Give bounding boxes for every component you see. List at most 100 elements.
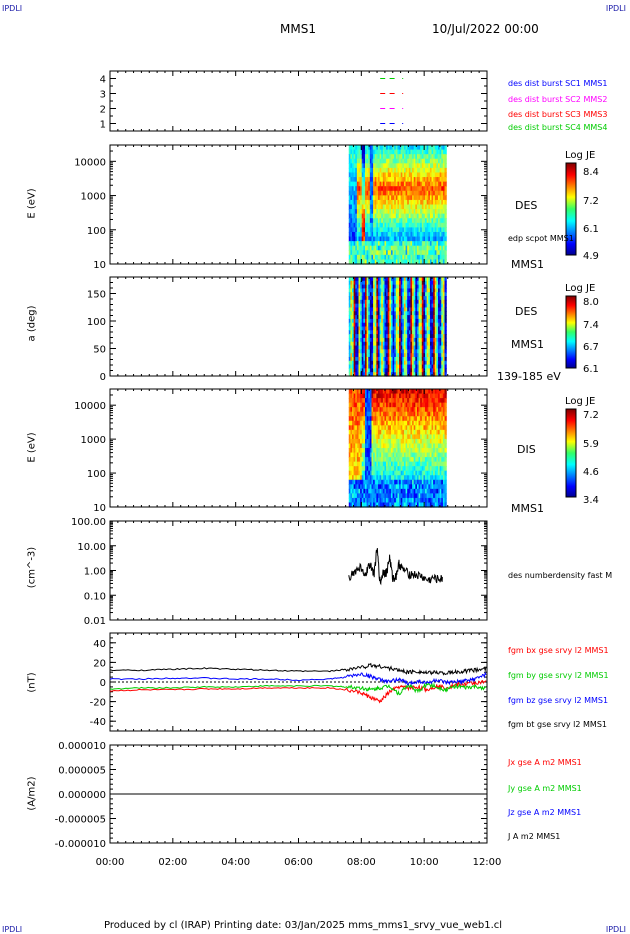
spectrogram-cell xyxy=(421,457,425,463)
spectrogram-cell xyxy=(353,299,356,305)
spectrogram-cell xyxy=(377,470,381,476)
spectrogram-cell xyxy=(400,231,403,238)
spectrogram-cell xyxy=(423,457,426,463)
spectrogram-cell xyxy=(407,318,410,324)
spectrogram-cell xyxy=(360,349,363,354)
spectrogram-cell xyxy=(348,398,351,404)
spectrogram-cell xyxy=(442,334,446,339)
spectrogram-cell xyxy=(356,398,360,404)
spectrogram-cell xyxy=(429,475,433,481)
spectrogram-cell xyxy=(439,227,442,233)
spectrogram-cell xyxy=(350,438,353,445)
spectrogram-cell xyxy=(373,307,376,312)
spectrogram-cell xyxy=(407,315,410,320)
spectrogram-cell xyxy=(360,209,363,215)
spectrogram-cell xyxy=(387,163,390,169)
spectrogram-cell xyxy=(389,420,392,426)
spectrogram-cell xyxy=(399,204,402,210)
spectrogram-cell xyxy=(352,145,355,151)
spectrogram-cell xyxy=(381,497,384,504)
spectrogram-cell xyxy=(368,209,371,215)
spectrogram-cell xyxy=(415,292,418,297)
spectrogram-cell xyxy=(413,311,416,316)
spectrogram-cell xyxy=(377,277,381,282)
spectrogram-cell xyxy=(397,488,400,494)
spectrogram-cell xyxy=(444,250,447,256)
spectrogram-cell xyxy=(389,452,392,458)
spectrogram-cell xyxy=(397,479,400,485)
spectrogram-cell xyxy=(439,364,442,369)
spectrogram-cell xyxy=(381,389,384,395)
spectrogram-cell xyxy=(434,334,438,339)
spectrogram-cell xyxy=(373,311,376,316)
spectrogram-cell xyxy=(387,452,390,458)
spectrogram-cell xyxy=(355,190,358,196)
spectrogram-cell xyxy=(381,334,384,339)
spectrogram-cell xyxy=(379,190,382,196)
spectrogram-cell xyxy=(438,227,441,233)
spectrogram-cell xyxy=(428,227,431,233)
spectrogram-cell xyxy=(366,368,369,373)
spectrogram-cell xyxy=(403,303,407,309)
spectrogram-cell xyxy=(389,288,392,293)
spectrogram-cell xyxy=(408,360,412,366)
spectrogram-cell xyxy=(438,326,441,331)
spectrogram-cell xyxy=(408,218,412,224)
spectrogram-cell xyxy=(397,296,400,301)
spectrogram-cell xyxy=(405,241,408,247)
spectrogram-cell xyxy=(402,356,405,362)
spectrogram-cell xyxy=(364,475,368,481)
spectrogram-cell xyxy=(363,493,366,499)
spectrogram-cell xyxy=(356,158,360,164)
spectrogram-cell xyxy=(420,353,423,358)
spectrogram-cell xyxy=(403,318,407,324)
spectrogram-cell xyxy=(425,280,428,286)
spectrogram-cell xyxy=(368,389,371,395)
spectrogram-cell xyxy=(428,213,431,219)
spectrogram-cell xyxy=(379,292,382,297)
spectrogram-cell xyxy=(392,322,395,328)
spectrogram-cell xyxy=(384,372,387,377)
spectrogram-cell xyxy=(387,254,390,261)
spectrogram-cell xyxy=(361,484,364,490)
spectrogram-cell xyxy=(389,484,392,490)
spectrogram-cell xyxy=(441,322,444,328)
spectrogram-cell xyxy=(441,167,444,174)
spectrogram-cell xyxy=(371,284,374,290)
spectrogram-cell xyxy=(421,360,425,366)
spectrogram-cell xyxy=(410,145,413,151)
spectrogram-cell xyxy=(439,341,442,347)
spectrogram-cell xyxy=(381,372,384,377)
spectrogram-cell xyxy=(415,457,418,463)
spectrogram-cell xyxy=(374,186,377,192)
spectrogram-cell xyxy=(350,280,353,286)
spectrogram-cell xyxy=(420,288,423,293)
spectrogram-cell xyxy=(421,241,425,247)
spectrogram-cell xyxy=(376,296,379,301)
spectrogram-cell xyxy=(418,190,421,196)
spectrogram-cell xyxy=(421,299,425,305)
spectrogram-cell xyxy=(421,368,425,373)
spectrogram-cell xyxy=(421,402,425,408)
spectrogram-cell xyxy=(382,218,386,224)
spectrogram-cell xyxy=(352,218,355,224)
spectrogram-cell xyxy=(410,461,413,467)
spectrogram-cell xyxy=(376,434,379,440)
spectrogram-cell xyxy=(426,360,429,366)
spectrogram-cell xyxy=(415,360,418,366)
spectrogram-cell xyxy=(413,443,416,449)
spectrogram-cell xyxy=(390,241,394,247)
spectrogram-cell xyxy=(348,326,351,331)
spectrogram-cell xyxy=(390,204,394,210)
spectrogram-cell xyxy=(441,172,444,178)
spectrogram-cell xyxy=(395,493,399,499)
spectrogram-cell xyxy=(399,280,402,286)
spectrogram-cell xyxy=(412,145,415,151)
spectrogram-cell xyxy=(360,222,363,228)
spectrogram-cell xyxy=(402,425,405,431)
spectrogram-cell xyxy=(433,292,436,297)
spectrogram-cell xyxy=(386,438,389,445)
spectrogram-cell xyxy=(433,349,436,354)
spectrogram-cell xyxy=(348,311,351,316)
spectrogram-cell xyxy=(412,502,415,508)
